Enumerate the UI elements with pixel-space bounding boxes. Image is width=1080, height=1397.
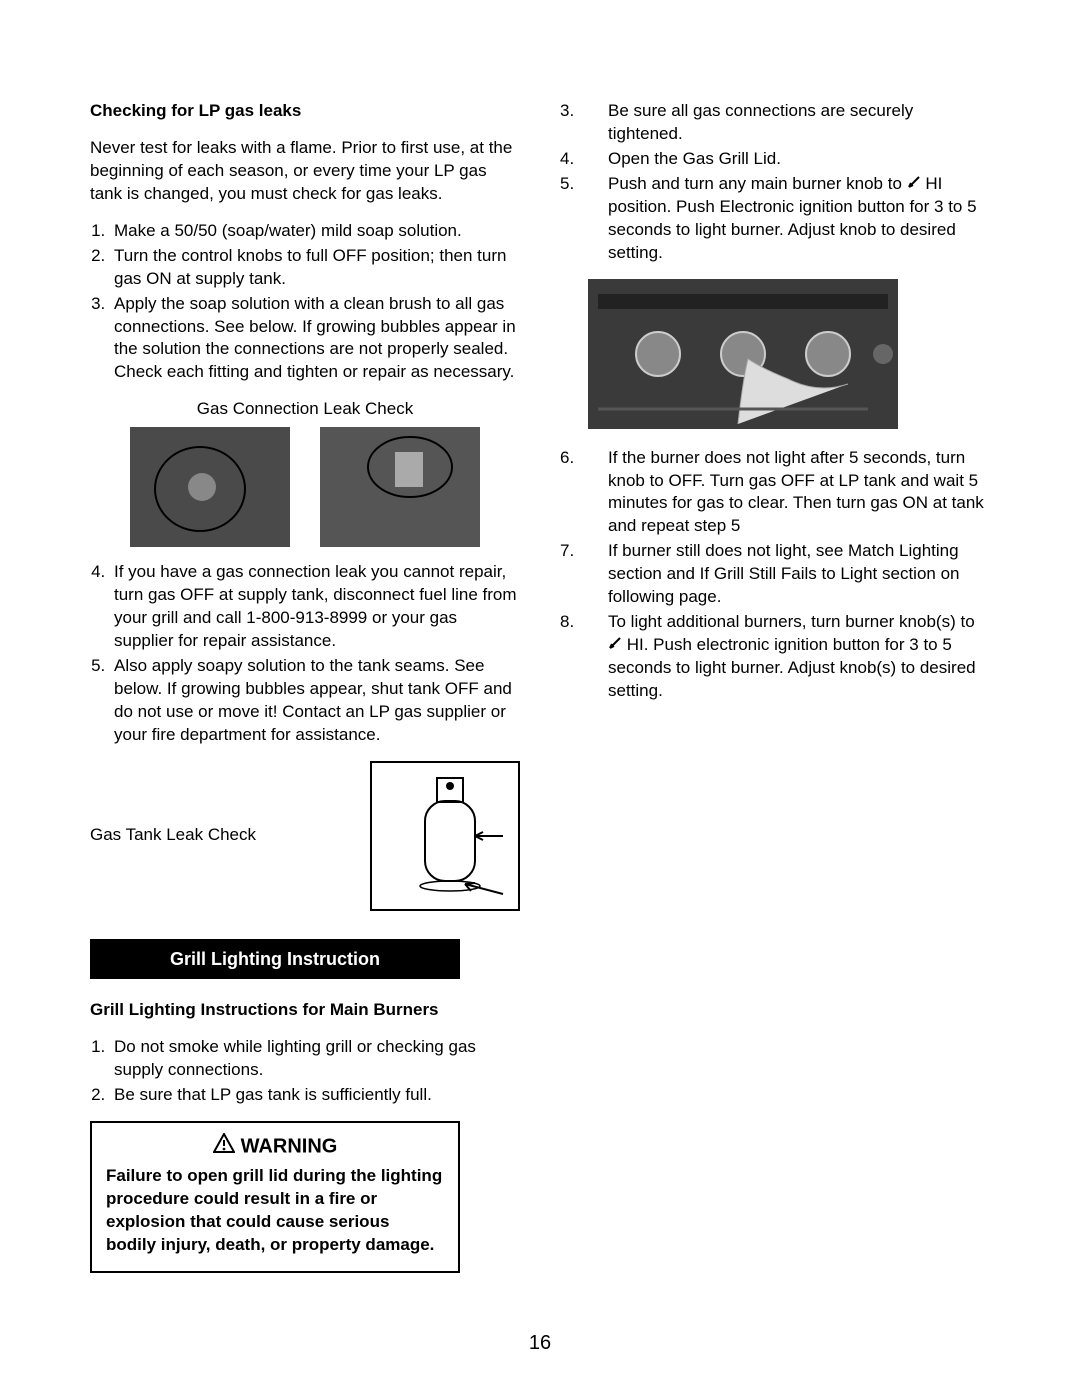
list-item: Apply the soap solution with a clean bru… [110, 293, 520, 385]
list-item: 8. To light additional burners, turn bur… [560, 611, 990, 703]
list-item: 7. If burner still does not light, see M… [560, 540, 990, 609]
tank-leak-image [370, 761, 520, 911]
page-number: 16 [0, 1330, 1080, 1357]
list-item: 3. Be sure all gas connections are secur… [560, 100, 990, 146]
right-column: 3. Be sure all gas connections are secur… [560, 100, 990, 1273]
warning-title: WARNING [106, 1133, 444, 1161]
tank-figure-label: Gas Tank Leak Check [90, 824, 356, 847]
main-burner-steps: Do not smoke while lighting grill or che… [90, 1036, 520, 1107]
list-item: Make a 50/50 (soap/water) mild soap solu… [110, 220, 520, 243]
leak-check-image-1 [130, 427, 290, 547]
ignite-icon [907, 173, 921, 196]
item-number: 4. [560, 148, 608, 171]
item-text: Be sure all gas connections are securely… [608, 100, 990, 146]
list-item: Also apply soapy solution to the tank se… [110, 655, 520, 747]
item-text: If the burner does not light after 5 sec… [608, 447, 990, 539]
item-number: 5. [560, 173, 608, 265]
leak-check-steps-1: Make a 50/50 (soap/water) mild soap solu… [90, 220, 520, 385]
tank-figure-row: Gas Tank Leak Check [90, 761, 520, 911]
list-item: Do not smoke while lighting grill or che… [110, 1036, 520, 1082]
intro-paragraph: Never test for leaks with a flame. Prior… [90, 137, 520, 206]
item-number: 7. [560, 540, 608, 609]
list-item: 4. Open the Gas Grill Lid. [560, 148, 990, 171]
item-text: If burner still does not light, see Matc… [608, 540, 990, 609]
leak-check-image-2 [320, 427, 480, 547]
heading-main-burners: Grill Lighting Instructions for Main Bur… [90, 999, 520, 1022]
item-number: 3. [560, 100, 608, 146]
page-columns: Checking for LP gas leaks Never test for… [90, 100, 990, 1273]
warning-box: WARNING Failure to open grill lid during… [90, 1121, 460, 1273]
warning-title-text: WARNING [241, 1135, 338, 1157]
list-item: If you have a gas connection leak you ca… [110, 561, 520, 653]
item-number: 6. [560, 447, 608, 539]
right-steps-1: 3. Be sure all gas connections are secur… [560, 100, 990, 265]
list-item: 5. Push and turn any main burner knob to… [560, 173, 990, 265]
ignite-icon [608, 634, 622, 657]
figure-caption-leak-check: Gas Connection Leak Check [90, 398, 520, 421]
list-item: Be sure that LP gas tank is sufficiently… [110, 1084, 520, 1107]
item-text: Push and turn any main burner knob to HI… [608, 173, 990, 265]
grill-lighting-banner: Grill Lighting Instruction [90, 939, 460, 979]
warning-triangle-icon [213, 1133, 235, 1161]
item-number: 8. [560, 611, 608, 703]
list-item: 6. If the burner does not light after 5 … [560, 447, 990, 539]
grill-knobs-image [588, 279, 898, 429]
warning-body: Failure to open grill lid during the lig… [106, 1165, 444, 1257]
leak-check-figure-row [90, 427, 520, 547]
left-column: Checking for LP gas leaks Never test for… [90, 100, 520, 1273]
right-steps-2: 6. If the burner does not light after 5 … [560, 447, 990, 703]
leak-check-steps-2: If you have a gas connection leak you ca… [90, 561, 520, 747]
item-text: Open the Gas Grill Lid. [608, 148, 781, 171]
item-text: To light additional burners, turn burner… [608, 611, 990, 703]
list-item: Turn the control knobs to full OFF posit… [110, 245, 520, 291]
heading-lp-leaks: Checking for LP gas leaks [90, 100, 520, 123]
